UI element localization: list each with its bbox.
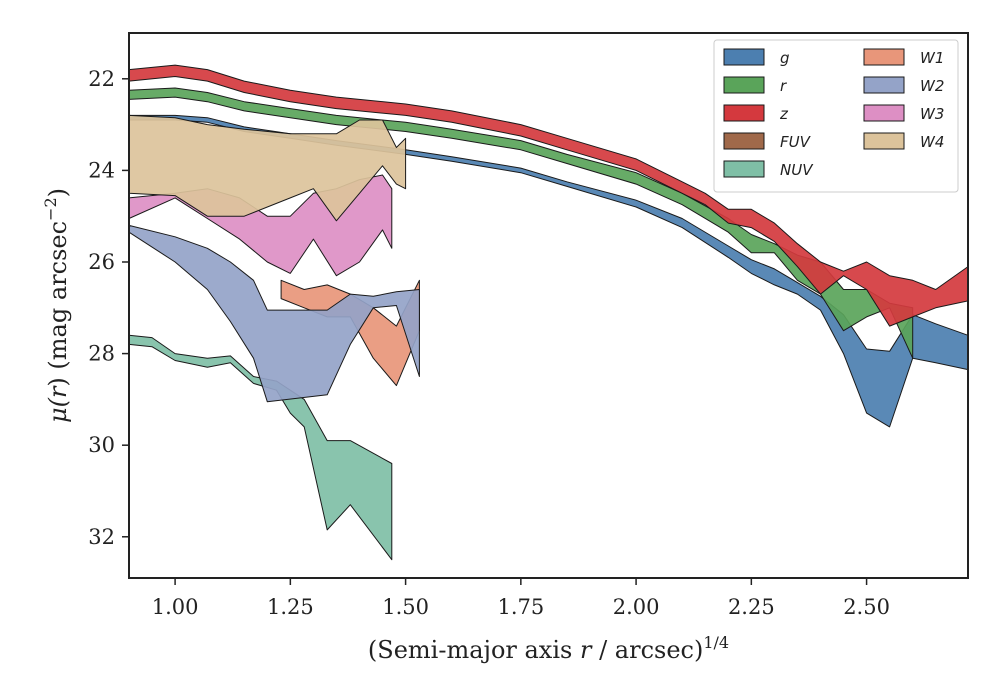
legend-label-g: g: [780, 49, 790, 67]
y-tick-label: 24: [88, 158, 115, 182]
legend-swatch-z: [723, 104, 765, 122]
y-axis-label-mu: μ(: [44, 397, 72, 423]
y-axis-label-sup: −2: [41, 197, 60, 221]
x-axis-label-prefix: (Semi-major axis: [368, 636, 580, 664]
x-tick-label: 1.00: [152, 595, 199, 619]
legend-swatch-w3: [863, 104, 905, 122]
legend-swatch-g: [723, 48, 765, 66]
x-tick-label: 2.50: [843, 595, 890, 619]
band-w2: [128, 224, 420, 403]
y-tick-label: 26: [88, 250, 115, 274]
x-tick-label: 1.25: [267, 595, 314, 619]
y-axis-label-close: ): [44, 188, 72, 197]
band-w4: [128, 114, 407, 222]
x-axis-label-mid: / arcsec): [591, 636, 703, 664]
legend: grz FUV NUV W1 W2 W3 W4: [713, 39, 959, 193]
band-r: [128, 87, 914, 359]
legend-swatch-r: [723, 76, 765, 94]
legend-swatch-nuv: [723, 160, 765, 178]
y-tick-label: 22: [88, 67, 115, 91]
y-tick-label: 32: [88, 525, 115, 549]
legend-label-w2: W2: [920, 77, 944, 95]
bands-layer: [128, 64, 969, 561]
ticks-layer: 1.00 1.25 1.50 1.75 2.00 2.25 2.50 22 24 26 28 30 32: [88, 67, 890, 619]
legend-swatch-fuv: [723, 132, 765, 150]
legend-label-nuv: NUV: [780, 161, 814, 179]
legend-swatch-w1: [863, 48, 905, 66]
band-nuv: [128, 334, 393, 561]
legend-label-fuv: FUV: [780, 133, 812, 151]
x-tick-label: 1.75: [497, 595, 544, 619]
x-axis-label-sup: 1/4: [703, 633, 729, 652]
legend-label-z: z: [779, 105, 789, 123]
y-tick-label: 28: [88, 342, 115, 366]
y-axis-label-var: r: [44, 385, 72, 398]
y-axis-label: μ(r) (mag arcsec−2): [41, 188, 72, 423]
x-tick-label: 1.50: [382, 595, 429, 619]
legend-label-r: r: [780, 77, 787, 95]
plot-frame: [128, 32, 969, 579]
legend-label-w4: W4: [920, 133, 944, 151]
x-axis-label: (Semi-major axis r / arcsec)1/4: [368, 633, 729, 664]
x-axis-label-var: r: [580, 636, 593, 664]
legend-swatch-w4: [863, 132, 905, 150]
legend-label-w3: W3: [920, 105, 944, 123]
y-tick-label: 30: [88, 433, 115, 457]
x-tick-label: 2.25: [728, 595, 775, 619]
y-axis-label-rest: ) (mag arcsec: [44, 221, 72, 387]
legend-swatch-w2: [863, 76, 905, 94]
x-tick-label: 2.00: [613, 595, 660, 619]
legend-label-w1: W1: [920, 49, 944, 67]
